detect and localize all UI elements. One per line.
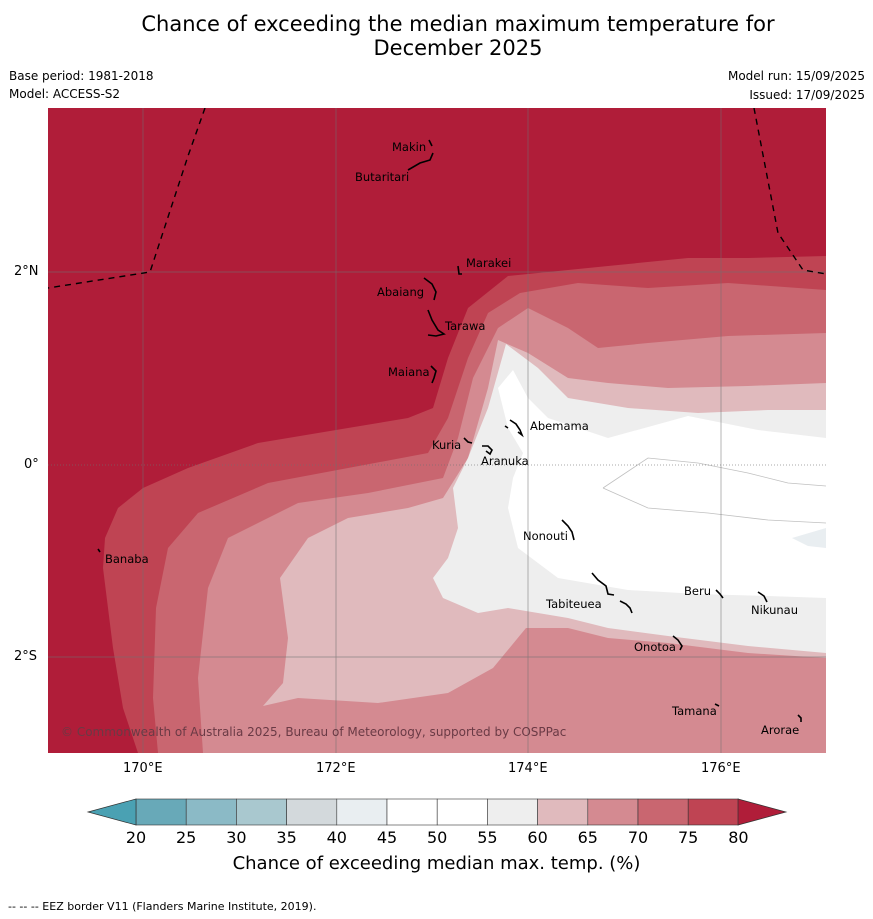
island-label-tarawa: Tarawa xyxy=(444,319,485,333)
lon-label-176e: 176°E xyxy=(701,761,741,776)
band-40-45 xyxy=(792,528,826,548)
lon-label-174e: 174°E xyxy=(508,761,548,776)
title-line-2: December 2025 xyxy=(373,36,543,60)
colorbar-label: Chance of exceeding median max. temp. (%… xyxy=(232,853,641,874)
chart-title: Chance of exceeding the median maximum t… xyxy=(0,12,873,60)
colorbar-swatch-60-65 xyxy=(537,798,589,826)
colorbar-tick-25: 25 xyxy=(176,828,197,847)
colorbar xyxy=(86,798,788,826)
island-label-arorae: Arorae xyxy=(761,723,799,737)
base-period: Base period: 1981-2018 xyxy=(9,69,154,83)
island-label-onotoa: Onotoa xyxy=(634,640,676,654)
island-labels: Makin Butaritari Marakei Abaiang Tarawa … xyxy=(105,140,799,737)
colorbar-tick-70: 70 xyxy=(627,828,649,847)
colorbar-swatch-35-40 xyxy=(286,798,338,826)
map-panel: Makin Butaritari Marakei Abaiang Tarawa … xyxy=(48,108,826,753)
lon-label-172e: 172°E xyxy=(316,761,356,776)
colorbar-swatch-55-60 xyxy=(487,798,538,826)
island-label-makin: Makin xyxy=(392,140,426,154)
colorbar-tick-55: 55 xyxy=(477,828,498,847)
colorbar-swatch-30-35 xyxy=(236,798,287,826)
model-run-date: Model run: 15/09/2025 xyxy=(727,69,865,83)
map-svg: Makin Butaritari Marakei Abaiang Tarawa … xyxy=(48,108,826,753)
colorbar-swatch-75-80 xyxy=(687,798,739,826)
island-label-aranuka: Aranuka xyxy=(481,454,529,468)
island-outlines xyxy=(97,139,802,722)
colorbar-swatch-65-70 xyxy=(587,798,639,826)
island-label-beru: Beru xyxy=(684,584,711,598)
colorbar-tick-75: 75 xyxy=(678,828,699,847)
lat-label-equator: 0° xyxy=(24,457,39,472)
colorbar-swatch-40-45 xyxy=(336,798,388,826)
footer-note: -- -- -- EEZ border V11 (Flanders Marine… xyxy=(8,900,317,913)
island-label-nikunau: Nikunau xyxy=(751,603,798,617)
island-label-kuria: Kuria xyxy=(432,438,461,452)
colorbar-tick-30: 30 xyxy=(226,828,247,847)
model-name: Model: ACCESS-S2 xyxy=(9,87,121,101)
colorbar-tick-45: 45 xyxy=(376,828,398,847)
colorbar-swatch-20-25 xyxy=(135,798,187,826)
eez-border xyxy=(48,108,826,289)
colorbar-swatch-45-50 xyxy=(386,798,438,826)
white-pocket-contour xyxy=(602,457,826,524)
island-label-abemama: Abemama xyxy=(530,419,589,433)
colorbar-over-arrow xyxy=(737,798,788,826)
colorbar-tick-65: 65 xyxy=(577,828,598,847)
colorbar-tick-35: 35 xyxy=(276,828,297,847)
colorbar-tick-80: 80 xyxy=(728,828,749,847)
island-label-tabiteuea: Tabiteuea xyxy=(545,597,602,611)
colorbar-tick-50: 50 xyxy=(427,828,448,847)
issued-date: Issued: 17/09/2025 xyxy=(749,88,865,102)
colorbar-tick-20: 20 xyxy=(125,828,147,847)
island-label-maiana: Maiana xyxy=(388,365,430,379)
colorbar-under-arrow xyxy=(86,798,137,826)
graticule xyxy=(48,108,826,753)
band-45-55 xyxy=(498,370,826,598)
colorbar-tick-60: 60 xyxy=(527,828,548,847)
island-label-nonouti: Nonouti xyxy=(523,529,568,543)
colorbar-swatch-50-55 xyxy=(436,798,488,826)
lon-label-170e: 170°E xyxy=(123,761,163,776)
island-label-abaiang: Abaiang xyxy=(377,285,424,299)
lat-label-2n: 2°N xyxy=(14,264,39,279)
island-label-banaba: Banaba xyxy=(105,552,149,566)
colorbar-tick-40: 40 xyxy=(326,828,347,847)
colorbar-swatch-25-30 xyxy=(185,798,237,826)
island-label-tamana: Tamana xyxy=(671,704,717,718)
island-label-marakei: Marakei xyxy=(466,256,511,270)
title-line-1: Chance of exceeding the median maximum t… xyxy=(141,12,775,36)
colorbar-swatch-70-75 xyxy=(637,798,689,826)
lat-label-2s: 2°S xyxy=(14,649,38,664)
copyright-text: © Commonwealth of Australia 2025, Bureau… xyxy=(61,725,566,739)
island-label-butaritari: Butaritari xyxy=(355,170,409,184)
